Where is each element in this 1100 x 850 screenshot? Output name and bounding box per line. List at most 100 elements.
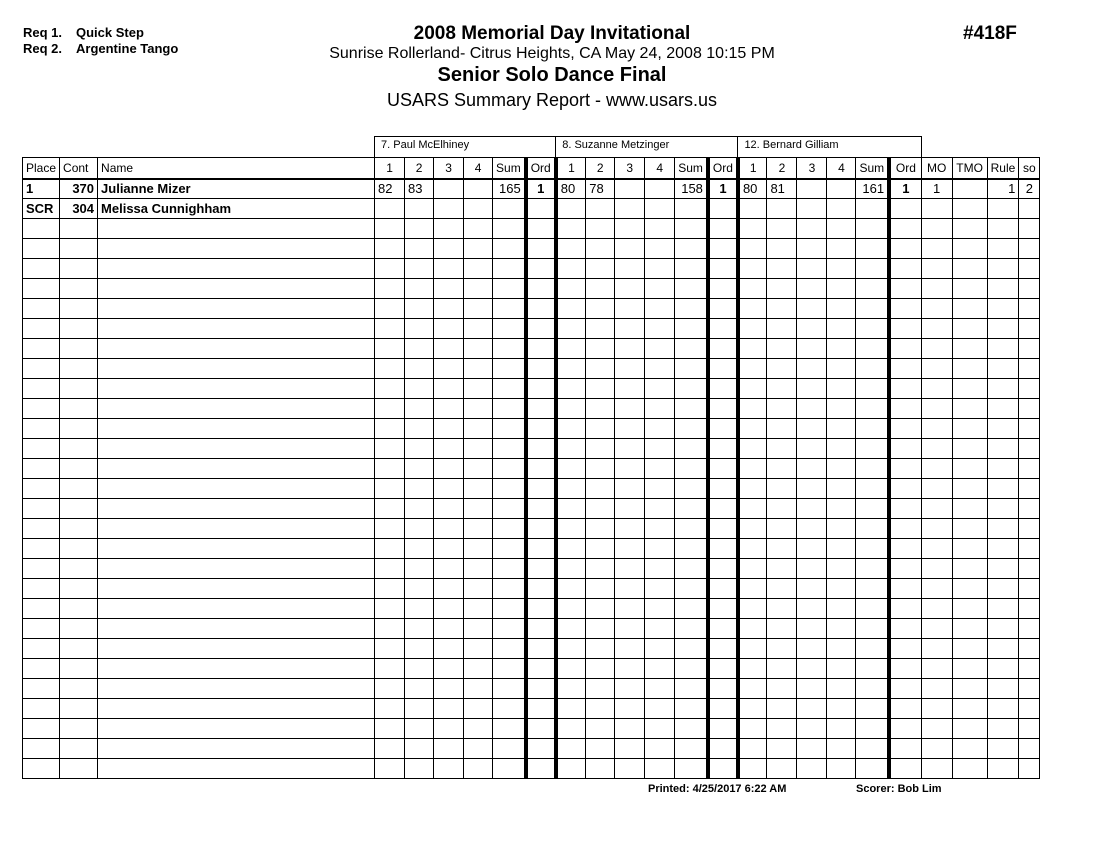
mo: [920, 438, 953, 459]
score: [463, 738, 494, 759]
tmo: [951, 298, 988, 319]
score: 82: [374, 178, 406, 199]
score: [585, 518, 616, 539]
mo: [920, 678, 953, 699]
table-row: [21, 578, 1041, 599]
sum: [674, 418, 709, 439]
ordinal: [523, 438, 557, 459]
score: [766, 218, 798, 239]
sum: [492, 698, 527, 719]
cont: [59, 758, 99, 779]
cont: [59, 418, 99, 439]
sum: [674, 298, 709, 319]
tmo: [951, 498, 988, 519]
ordinal: [887, 718, 922, 739]
ordinal: [523, 298, 557, 319]
score: [644, 458, 676, 479]
score: [735, 698, 768, 719]
cont: [59, 398, 99, 419]
ordinal: [705, 258, 739, 279]
sum: [492, 638, 527, 659]
score: [463, 578, 494, 599]
sum: [855, 578, 890, 599]
score: [826, 298, 857, 319]
score: [796, 458, 828, 479]
so: 2: [1018, 178, 1041, 199]
score: [796, 498, 828, 519]
sum: [855, 298, 890, 319]
score: [735, 298, 768, 319]
score: [826, 598, 857, 619]
score: [404, 498, 435, 519]
score: [553, 298, 587, 319]
table-row: [21, 338, 1041, 359]
event-name: Senior Solo Dance Final: [437, 64, 667, 86]
tmo: [951, 338, 988, 359]
score: [614, 738, 646, 759]
ordinal: 1: [705, 178, 739, 199]
competitor-name: [97, 598, 376, 619]
sum: [492, 218, 527, 239]
mo: [920, 518, 953, 539]
score: [644, 298, 676, 319]
ordinal: [887, 218, 922, 239]
score: [796, 718, 828, 739]
competitor-name: [97, 458, 376, 479]
place: [21, 758, 61, 779]
score: [463, 298, 494, 319]
sum: [855, 718, 890, 739]
place: [21, 398, 61, 419]
sum: [492, 278, 527, 299]
competitor-name: [97, 498, 376, 519]
competitor-name: [97, 678, 376, 699]
score: [735, 238, 768, 259]
mo: [920, 458, 953, 479]
ordinal: [705, 398, 739, 419]
cont: [59, 638, 99, 659]
rule: [986, 618, 1020, 639]
ordinal: [887, 358, 922, 379]
score: [553, 658, 587, 679]
competitor-name: Julianne Mizer: [97, 178, 376, 199]
sum: [674, 598, 709, 619]
mo: 1: [920, 178, 953, 199]
ordinal: [705, 338, 739, 359]
score: [826, 318, 857, 339]
ordinal: [705, 198, 739, 219]
score: [826, 718, 857, 739]
sum: [674, 498, 709, 519]
score: [766, 698, 798, 719]
score: [766, 378, 798, 399]
sum: [674, 198, 709, 219]
score: [796, 198, 828, 219]
score: [614, 758, 646, 779]
score: [463, 698, 494, 719]
ordinal: [523, 478, 557, 499]
ordinal: [523, 498, 557, 519]
sum: [492, 498, 527, 519]
score: [826, 738, 857, 759]
score: [735, 678, 768, 699]
ordinal: [887, 198, 922, 219]
sum: [674, 738, 709, 759]
event-number: #418F: [963, 23, 1017, 44]
score: 83: [404, 178, 435, 199]
table-row: [21, 618, 1041, 639]
so: [1018, 378, 1041, 399]
ordinal: [705, 458, 739, 479]
score: [463, 178, 494, 199]
cont: [59, 518, 99, 539]
rule: [986, 738, 1020, 759]
score: [735, 398, 768, 419]
score: [374, 358, 406, 379]
header-score-1: 1: [374, 157, 406, 180]
score: [614, 658, 646, 679]
score: [463, 278, 494, 299]
tmo: [951, 518, 988, 539]
so: [1018, 658, 1041, 679]
score: [614, 318, 646, 339]
score: [614, 238, 646, 259]
score: [433, 738, 465, 759]
sum: [492, 298, 527, 319]
so: [1018, 338, 1041, 359]
